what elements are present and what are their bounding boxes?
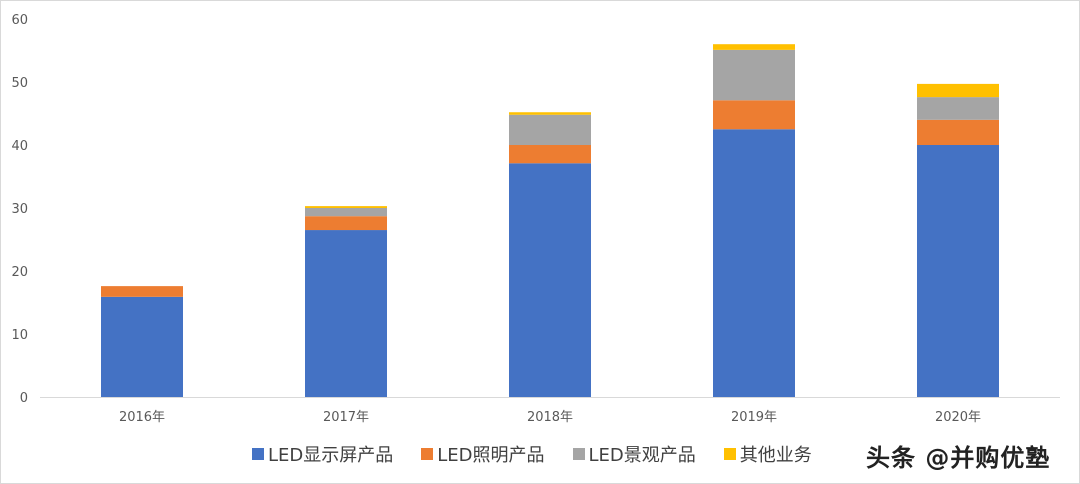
bar-segment-2017年-3 <box>305 206 387 208</box>
legend-label: 其他业务 <box>739 445 812 466</box>
x-tick-label: 2020年 <box>935 410 981 425</box>
bar-segment-2019年-0 <box>713 129 795 397</box>
bar-segment-2018年-0 <box>509 163 591 397</box>
legend-item-display: LED显示屏产品 <box>252 441 393 467</box>
bar-segment-2020年-3 <box>917 83 999 98</box>
y-tick-label: 50 <box>11 76 28 91</box>
legend-item-other: 其他业务 <box>723 441 812 467</box>
y-tick-label: 20 <box>11 265 28 280</box>
bar-segment-2016年-1 <box>101 286 183 297</box>
bar-segment-2016年-0 <box>101 296 183 397</box>
bar-segment-2017年-2 <box>305 208 387 217</box>
watermark: 头条 @并购优塾 <box>866 444 1051 472</box>
legend-item-landscape: LED景观产品 <box>572 441 696 467</box>
bar-segment-2018年-1 <box>509 145 591 164</box>
bar-segment-2020年-0 <box>917 145 999 397</box>
bar-segment-2017年-0 <box>305 230 387 397</box>
legend-label: LED显示屏产品 <box>268 445 394 466</box>
bar-segment-2017年-1 <box>305 216 387 231</box>
bar-segment-2020年-1 <box>917 119 999 145</box>
legend: LED显示屏产品 LED照明产品 LED景观产品 其他业务 <box>252 441 812 467</box>
bar-segment-2019年-3 <box>713 44 795 50</box>
bar-segment-2019年-2 <box>713 49 795 101</box>
y-tick-label: 30 <box>11 202 28 217</box>
y-tick-label: 60 <box>11 13 28 28</box>
y-tick-label: 10 <box>11 328 28 343</box>
legend-label: LED景观产品 <box>588 445 696 466</box>
legend-item-lighting: LED照明产品 <box>421 441 545 467</box>
legend-swatch <box>252 448 264 460</box>
stacked-bar-chart: 0 10 20 30 40 50 60 2016年 2017年 2018年 2019年 2020年 <box>11 13 1060 425</box>
x-tick-label: 2017年 <box>323 410 369 425</box>
legend-label: LED照明产品 <box>437 445 545 466</box>
bar-segment-2020年-2 <box>917 97 999 120</box>
y-tick-label: 0 <box>20 391 28 406</box>
bar-segment-2019年-1 <box>713 100 795 130</box>
x-tick-label: 2019年 <box>731 410 777 425</box>
x-tick-label: 2018年 <box>527 410 573 425</box>
y-tick-label: 40 <box>11 139 28 154</box>
bar-segment-2018年-2 <box>509 114 591 145</box>
legend-swatch <box>572 448 585 460</box>
legend-swatch <box>723 448 736 460</box>
x-tick-label: 2016年 <box>119 410 165 425</box>
bar-segment-2018年-3 <box>509 112 591 115</box>
legend-swatch <box>421 448 434 460</box>
